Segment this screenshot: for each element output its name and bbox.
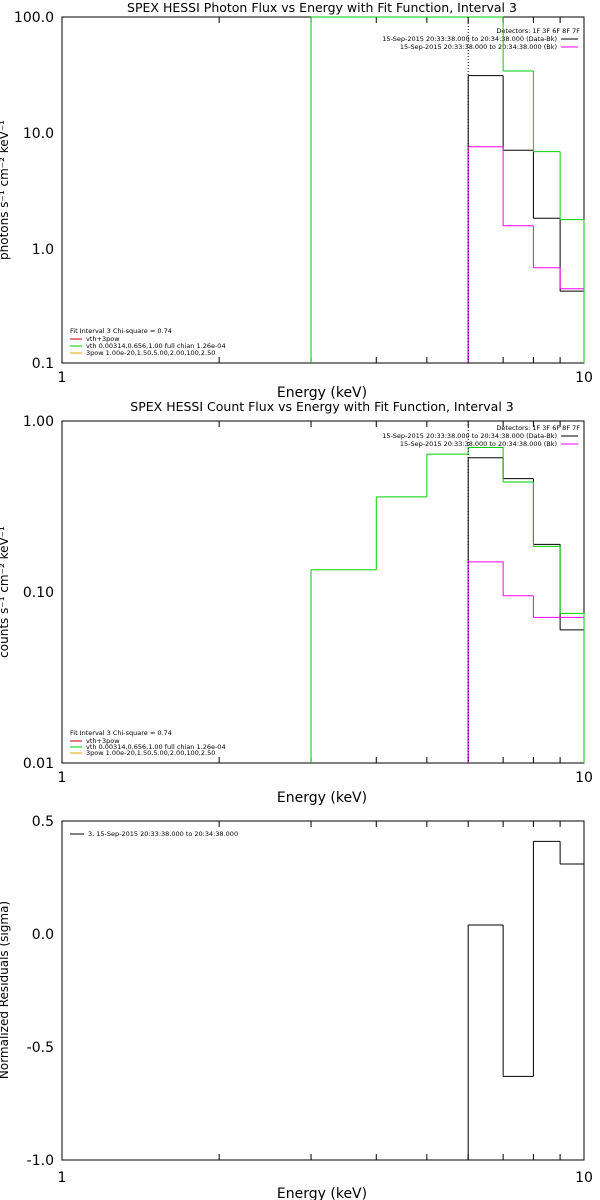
panel-1-y-tick-1.0: 1.0 xyxy=(32,242,54,258)
panel-1-fit-vth-label: vth 0.00314,0.656,1.00 full chian 1.26e-… xyxy=(86,342,226,350)
panel-2-legend-data-label: 15-Sep-2015 20:33:38.000 to 20:34:38.000… xyxy=(382,432,557,440)
panel-1-x-tick-10: 10 xyxy=(575,370,593,386)
panel-2-x-tick-10: 10 xyxy=(575,770,593,786)
panel-2-fit-vth-label: vth 0.00314,0.656,1.00 full chian 1.26e-… xyxy=(86,743,226,751)
panel-3-y-tick-0.0: 0.0 xyxy=(32,927,54,943)
panel-2-header-legend: Detectors: 1F 3F 6F 8F 7F 15-Sep-2015 20… xyxy=(382,424,580,448)
panel-1-series xyxy=(218,16,585,363)
panel-2-title: SPEX HESSI Count Flux vs Energy with Fit… xyxy=(130,399,513,414)
panel-1-y-axis-label: photons s⁻¹ cm⁻² keV⁻¹ xyxy=(0,120,11,260)
panel-2-y-axis-label: counts s⁻¹ cm⁻² keV⁻¹ xyxy=(0,526,11,658)
panel-2-x-tick-1: 1 xyxy=(58,770,67,786)
panel-1-fit-interval-label: Fit Interval 3 Chi-square = 0.74 xyxy=(70,327,172,335)
panel-2-fit-total-label: vth+3pow xyxy=(86,737,120,745)
panel-3-y-tick-minus-0.5: -0.5 xyxy=(27,1040,54,1056)
panel-2-y-tick-0.10: 0.10 xyxy=(23,585,54,601)
panel-3-legend-label: 3, 15-Sep-2015 20:33:38.000 to 20:34:38.… xyxy=(88,830,238,838)
panel-1-legend-data-label: 15-Sep-2015 20:33:38.000 to 20:34:38.000… xyxy=(382,35,557,43)
panel-3-plot-frame xyxy=(61,820,585,1161)
panel-1-fit-3pow-label: 3pow 1.00e-20,1.50,5.00,2.00,100,2.50 xyxy=(86,349,215,357)
panel-1-title: SPEX HESSI Photon Flux vs Energy with Fi… xyxy=(127,0,517,15)
panel-photon-flux: SPEX HESSI Photon Flux vs Energy with Fi… xyxy=(0,0,593,401)
panel-residuals: Energy (keV) Normalized Residuals (sigma… xyxy=(0,814,593,1200)
panel-1-fit-legend: Fit Interval 3 Chi-square = 0.74 vth+3po… xyxy=(70,327,226,357)
panel-1-plot-frame xyxy=(61,16,585,364)
panel-3-x-tick-1: 1 xyxy=(58,1170,67,1186)
panel-1-x-tick-1: 1 xyxy=(58,370,67,386)
panel-1-x-axis-label: Energy (keV) xyxy=(277,385,367,401)
panel-2-x-axis-label: Energy (keV) xyxy=(277,790,367,806)
panel-3-series xyxy=(218,821,585,1160)
panel-3-x-tick-10: 10 xyxy=(575,1170,593,1186)
panel-2-series xyxy=(218,421,585,763)
panel-2-y-tick-0.01: 0.01 xyxy=(23,756,54,772)
panel-3-y-tick-minus-1.0: -1.0 xyxy=(27,1153,54,1169)
panel-3-x-axis-label: Energy (keV) xyxy=(277,1186,367,1200)
panel-3-y-axis-label: Normalized Residuals (sigma) xyxy=(0,901,11,1079)
panel-1-y-tick-100.0: 100.0 xyxy=(14,10,54,26)
panel-1-detectors-label: Detectors: 1F 3F 6F 8F 7F xyxy=(496,27,580,35)
panel-2-fit-legend: Fit Interval 3 Chi-square = 0.74 vth+3po… xyxy=(70,729,226,757)
panel-1-y-tick-0.1: 0.1 xyxy=(32,356,54,372)
panel-2-plot-frame xyxy=(61,420,585,764)
panel-2-detectors-label: Detectors: 1F 3F 6F 8F 7F xyxy=(496,424,580,432)
panel-count-flux: SPEX HESSI Count Flux vs Energy with Fit… xyxy=(0,399,593,806)
panel-2-y-tick-1.00: 1.00 xyxy=(23,414,54,430)
panel-1-y-tick-10.0: 10.0 xyxy=(23,126,54,142)
panel-2-fit-interval-label: Fit Interval 3 Chi-square = 0.74 xyxy=(70,729,172,737)
panel-1-header-legend: Detectors: 1F 3F 6F 8F 7F 15-Sep-2015 20… xyxy=(382,27,580,51)
panel-1-legend-bk-label: 15-Sep-2015 20:33:38.000 to 20:34:38.000… xyxy=(400,43,557,51)
panel-1-fit-total-label: vth+3pow xyxy=(86,335,120,343)
panel-3-y-tick-0.5: 0.5 xyxy=(32,814,54,830)
panel-2-fit-3pow-label: 3pow 1.00e-20,1.50,5.00,2.00,100,2.50 xyxy=(86,749,215,757)
panel-2-legend-bk-label: 15-Sep-2015 20:33:38.000 to 20:34:38.000… xyxy=(400,440,557,448)
